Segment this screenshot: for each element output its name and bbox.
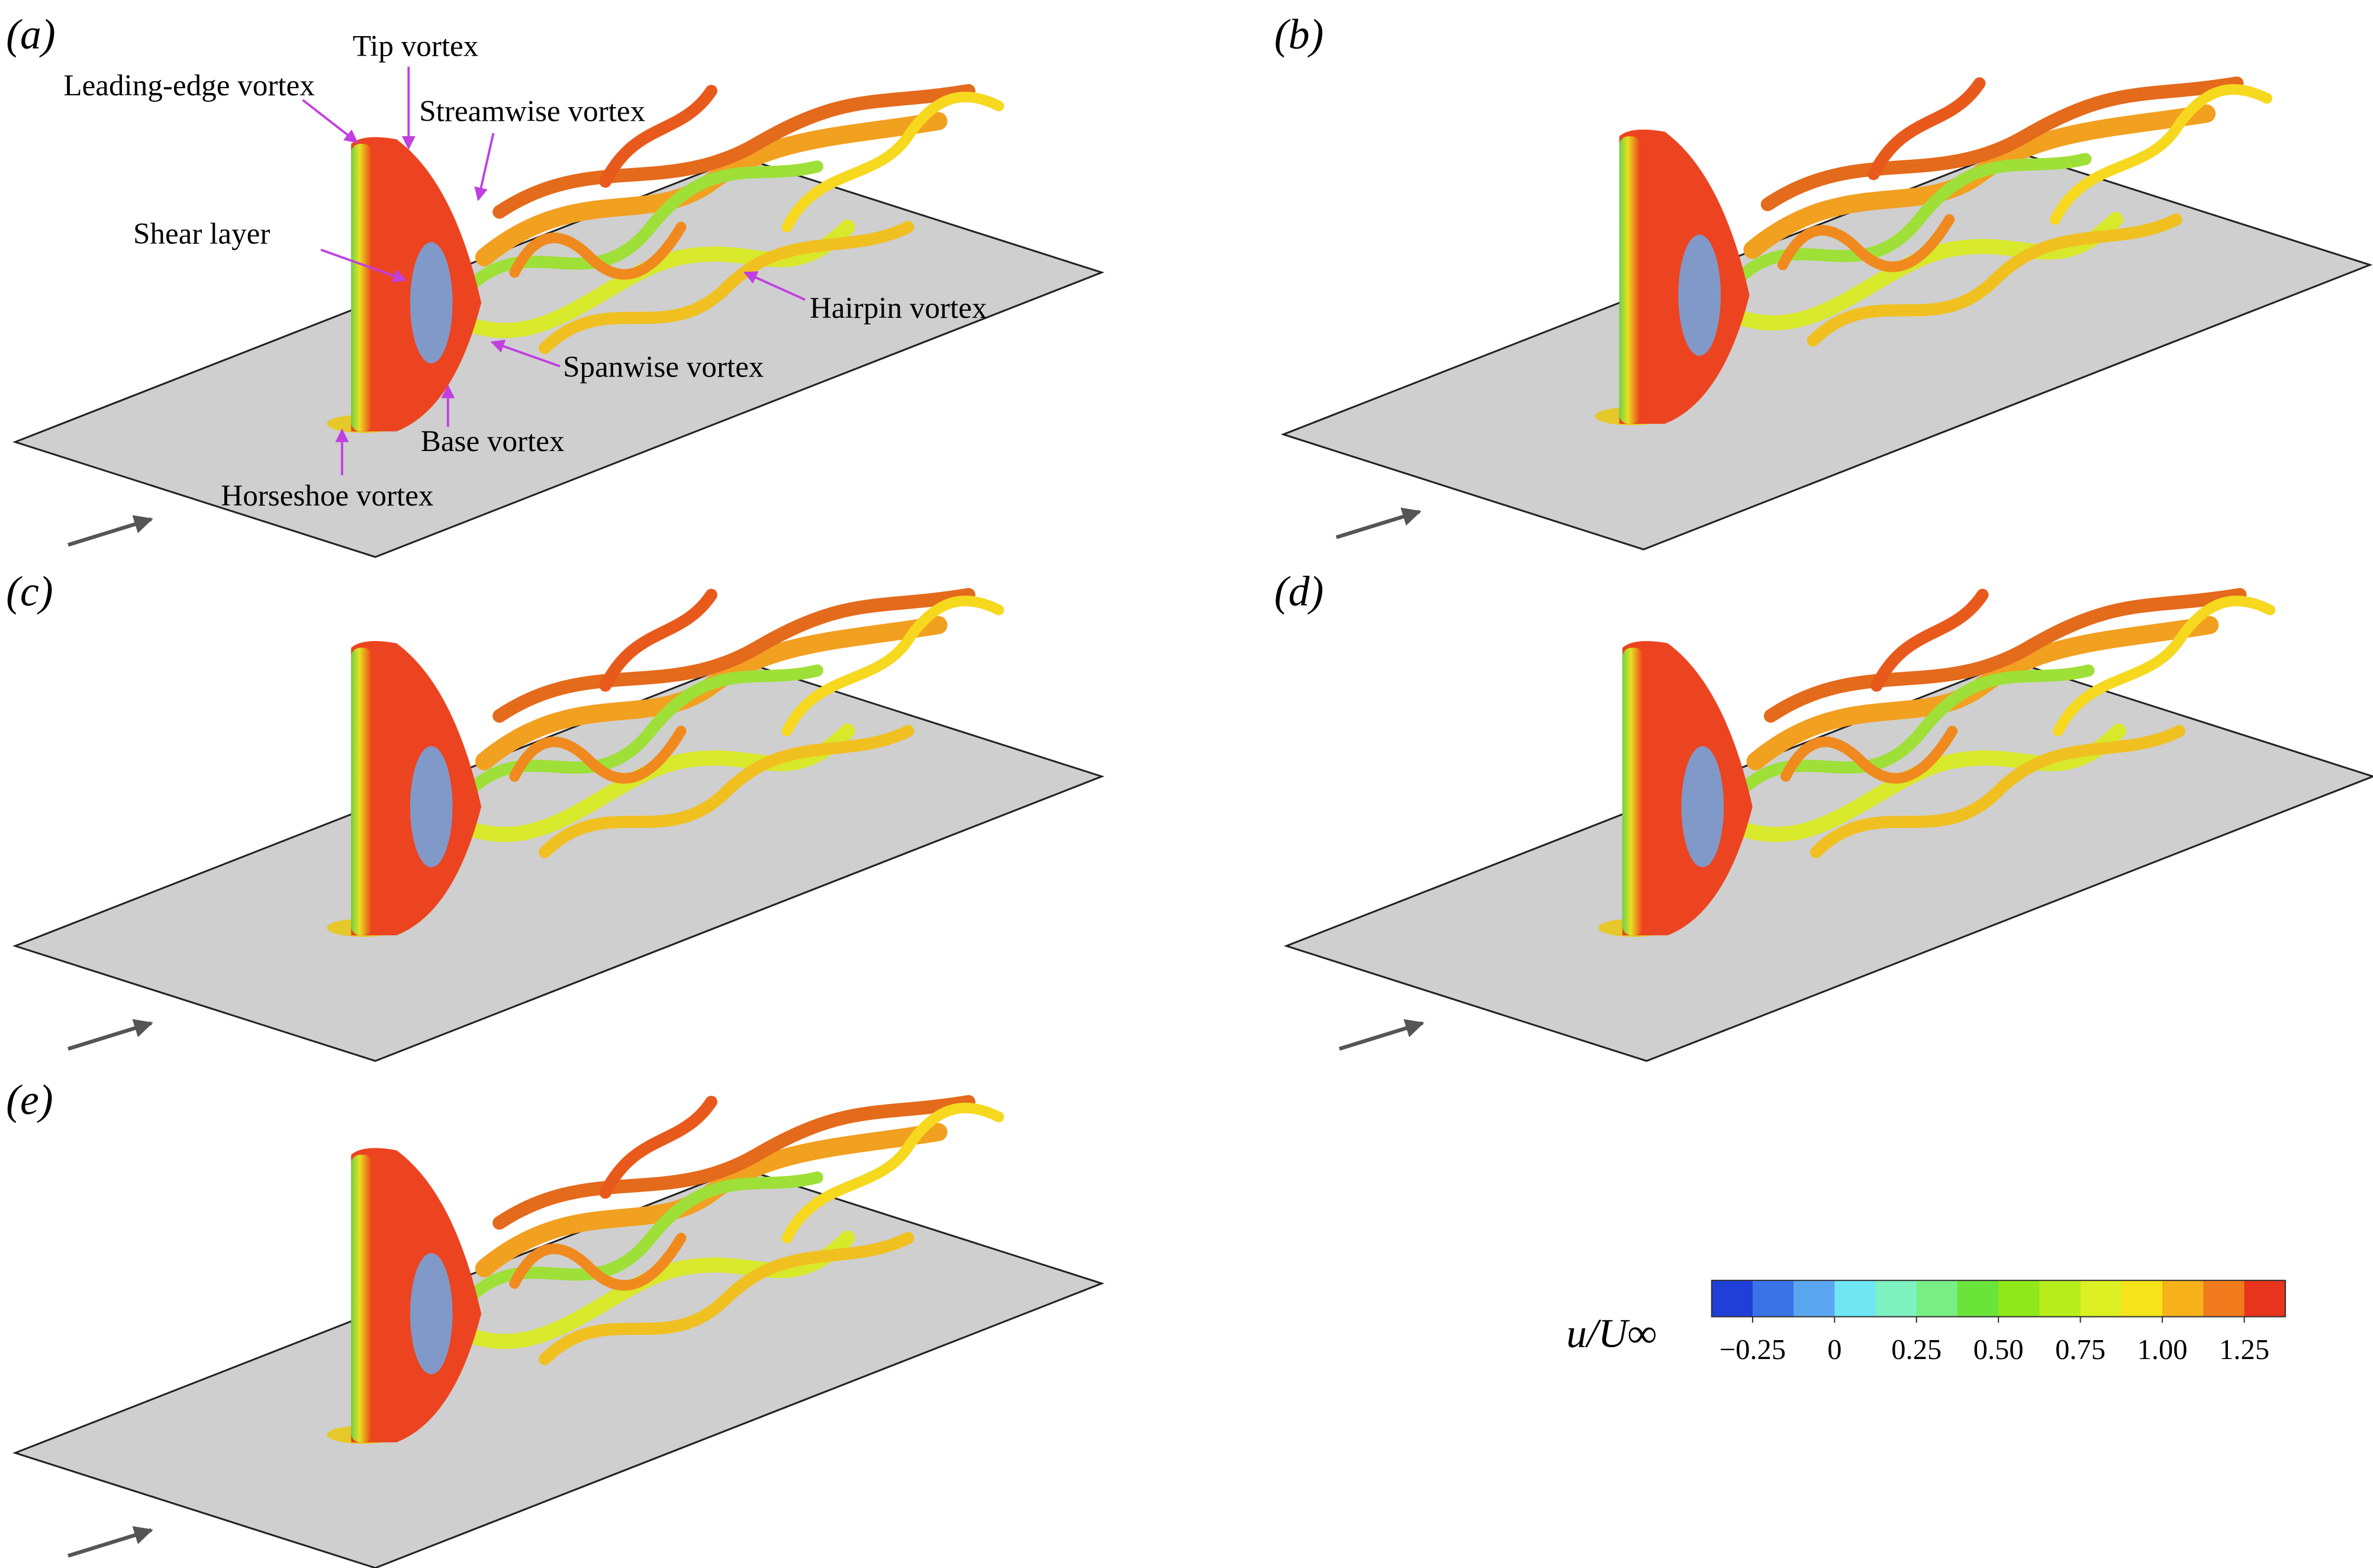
colorbar-swatch <box>2162 1280 2204 1317</box>
colorbar-swatch <box>1794 1280 1836 1317</box>
colorbar-swatch <box>2039 1280 2081 1317</box>
panel-label: (d) <box>1274 568 1324 615</box>
colorbar-swatch <box>1752 1280 1795 1317</box>
colorbar-tick-label: −0.25 <box>1720 1334 1786 1366</box>
colorbar-frame <box>1711 1280 2286 1318</box>
annotation: Leading-edge vortex <box>63 69 314 102</box>
annotation-arrow <box>743 271 806 301</box>
vortex-render <box>15 1102 1102 1567</box>
annotation: Spanwise vortex <box>563 350 764 384</box>
colorbar-tick-label: 0.50 <box>1973 1334 2024 1366</box>
annotation-arrow <box>302 99 359 143</box>
panel-label: (c) <box>6 568 53 615</box>
colorbar-swatch <box>1916 1280 1959 1317</box>
annotation: Shear layer <box>133 217 270 251</box>
colorbar-tick-label: 0 <box>1827 1334 1841 1366</box>
panel-label: (e) <box>6 1077 53 1123</box>
colorbar-swatch <box>1834 1280 1876 1317</box>
annotation: Streamwise vortex <box>419 95 645 128</box>
colorbar-swatch <box>1957 1280 1999 1317</box>
colorbar-title: u/U∞ <box>1566 1311 1657 1356</box>
colorbar-swatch <box>1998 1280 2040 1317</box>
annotation: Horseshoe vortex <box>221 479 433 513</box>
panel-label: (b) <box>1274 11 1324 58</box>
vortex-render <box>1286 595 2373 1061</box>
vortex-render <box>1283 83 2370 549</box>
annotation-arrow <box>474 133 495 201</box>
colorbar-swatch <box>2121 1280 2163 1317</box>
colorbar-swatch <box>1875 1280 1918 1317</box>
annotation: Hairpin vortex <box>810 291 987 325</box>
panel-label: (a) <box>6 11 55 58</box>
colorbar-tick-label: 1.00 <box>2137 1334 2188 1366</box>
colorbar-tick-label: 0.25 <box>1891 1334 1941 1366</box>
annotation: Tip vortex <box>353 30 479 63</box>
annotations: Leading-edge vortex Tip vortex Streamwise … <box>63 30 987 513</box>
colorbar-swatch <box>1711 1280 1754 1317</box>
panels: (a) (b) (c) (d) (e) <box>6 11 2373 1568</box>
colorbar-swatch <box>2244 1280 2286 1317</box>
colorbar: u/U∞ −0.25 0 0.25 0.50 0.75 1.00 1.25 <box>1566 1280 2286 1366</box>
colorbar-tick-label: 1.25 <box>2219 1334 2269 1366</box>
colorbar-tick-label: 0.75 <box>2055 1334 2105 1366</box>
colorbar-swatch <box>2080 1280 2123 1317</box>
annotation-arrow <box>320 249 407 282</box>
colorbar-swatch <box>2203 1280 2245 1317</box>
annotation: Base vortex <box>421 424 565 458</box>
annotation-arrow <box>490 340 561 368</box>
vortex-render <box>15 595 1102 1061</box>
